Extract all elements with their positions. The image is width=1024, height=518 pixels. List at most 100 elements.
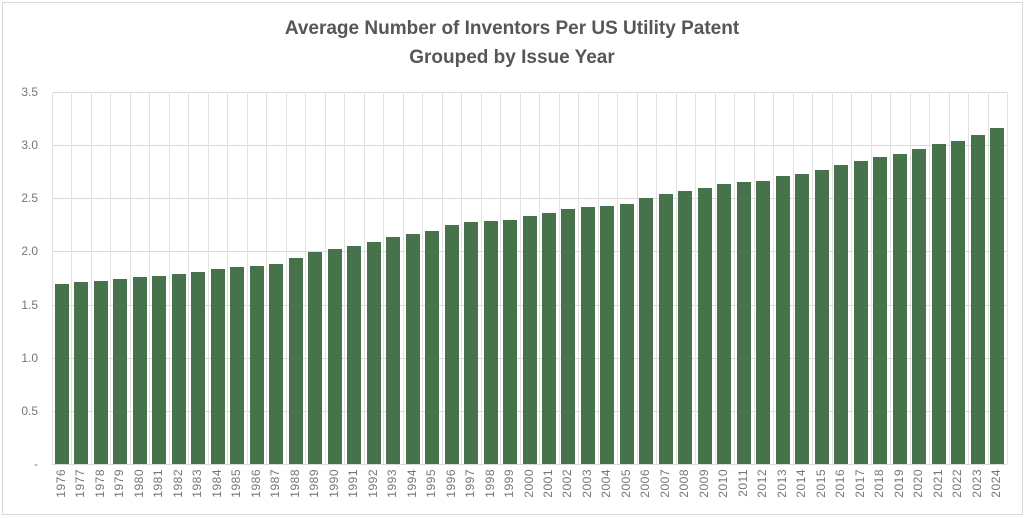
x-axis-year-label: 1976 <box>53 469 68 498</box>
x-axis-year-label: 2009 <box>696 469 711 498</box>
x-axis-year-label: 1989 <box>307 469 322 498</box>
x-axis-year-label: 2008 <box>677 469 692 498</box>
gridline-vertical <box>325 92 326 464</box>
gridline-vertical <box>403 92 404 464</box>
x-axis-year-label: 1983 <box>190 469 205 498</box>
bar-1987 <box>269 264 284 464</box>
bar-1984 <box>210 269 225 464</box>
chart-title: Average Number of Inventors Per US Utili… <box>0 14 1024 72</box>
gridline-vertical <box>617 92 618 464</box>
gridline-vertical <box>344 92 345 464</box>
bar-2016 <box>834 165 849 464</box>
gridline-horizontal <box>52 198 1007 200</box>
bar-1985 <box>230 267 245 464</box>
bar-2006 <box>639 198 654 464</box>
x-axis-year-label: 1994 <box>404 469 419 498</box>
x-axis-year-label: 2024 <box>989 469 1004 498</box>
x-axis-year-label: 2014 <box>794 469 809 498</box>
bar-2009 <box>697 187 712 464</box>
gridline-vertical <box>110 92 111 464</box>
gridline-vertical <box>227 92 228 464</box>
bar-2008 <box>678 190 693 464</box>
gridline-vertical <box>266 92 267 464</box>
bar-1988 <box>288 257 303 464</box>
gridline-horizontal <box>52 145 1007 147</box>
bar-2007 <box>658 194 673 464</box>
bar-2018 <box>873 156 888 464</box>
gridline-vertical <box>676 92 677 464</box>
gridline-vertical <box>500 92 501 464</box>
bar-2020 <box>912 149 927 464</box>
x-axis-year-label: 2002 <box>560 469 575 498</box>
gridline-vertical <box>91 92 92 464</box>
gridline-vertical <box>539 92 540 464</box>
x-axis-year-label: 2015 <box>813 469 828 498</box>
gridline-vertical <box>383 92 384 464</box>
bar-1986 <box>249 266 264 464</box>
x-axis-year-label: 2018 <box>872 469 887 498</box>
x-axis-year-label: 1977 <box>73 469 88 498</box>
gridline-vertical <box>559 92 560 464</box>
bar-1982 <box>171 273 186 464</box>
gridline-vertical <box>481 92 482 464</box>
gridline-vertical <box>461 92 462 464</box>
x-axis-year-label: 2021 <box>930 469 945 498</box>
chart-title-line2: Grouped by Issue Year <box>409 47 615 68</box>
x-axis-year-label: 1985 <box>229 469 244 498</box>
gridline-vertical <box>188 92 189 464</box>
gridline-vertical <box>52 92 53 464</box>
gridline-vertical <box>364 92 365 464</box>
bar-2005 <box>619 203 634 464</box>
bar-1993 <box>386 236 401 464</box>
x-axis-year-label: 1990 <box>326 469 341 498</box>
gridline-vertical <box>754 92 755 464</box>
bar-1983 <box>191 271 206 464</box>
y-axis-tick-label: 3.5 <box>21 85 38 99</box>
bar-1976 <box>54 284 69 464</box>
bar-2013 <box>775 175 790 464</box>
x-axis-year-label: 2001 <box>540 469 555 498</box>
x-axis-year-label: 2020 <box>911 469 926 498</box>
x-axis-year-label: 2013 <box>774 469 789 498</box>
gridline-vertical <box>130 92 131 464</box>
gridline-vertical <box>305 92 306 464</box>
bar-1990 <box>327 249 342 464</box>
x-axis-year-label: 1996 <box>443 469 458 498</box>
gridline-vertical <box>715 92 716 464</box>
gridline-vertical <box>929 92 930 464</box>
x-axis-year-label: 2000 <box>521 469 536 498</box>
x-axis-year-label: 2005 <box>618 469 633 498</box>
x-axis-year-label: 2003 <box>579 469 594 498</box>
x-axis-year-label: 2016 <box>833 469 848 498</box>
bar-2000 <box>522 216 537 464</box>
x-axis-year-label: 2023 <box>969 469 984 498</box>
bar-1980 <box>132 276 147 464</box>
bar-1995 <box>425 231 440 464</box>
bar-1998 <box>483 220 498 464</box>
gridline-vertical <box>422 92 423 464</box>
bar-2012 <box>756 181 771 464</box>
bar-2021 <box>931 144 946 464</box>
gridline-vertical <box>968 92 969 464</box>
gridline-vertical <box>734 92 735 464</box>
x-axis-year-label: 2017 <box>852 469 867 498</box>
x-axis-year-label: 2006 <box>638 469 653 498</box>
x-axis-year-label: 1980 <box>131 469 146 498</box>
bar-1989 <box>308 252 323 464</box>
x-axis-year-label: 1987 <box>268 469 283 498</box>
bar-1979 <box>113 279 128 464</box>
y-axis-tick-label: 2.0 <box>21 244 38 259</box>
bar-2022 <box>951 140 966 464</box>
bar-2003 <box>580 206 595 464</box>
gridline-vertical <box>247 92 248 464</box>
chart-title-line1: Average Number of Inventors Per US Utili… <box>284 18 740 39</box>
gridline-vertical <box>871 92 872 464</box>
x-axis-year-label: 1988 <box>287 469 302 498</box>
bar-1994 <box>405 234 420 464</box>
bar-2019 <box>892 153 907 464</box>
bar-2004 <box>600 205 615 464</box>
bar-1978 <box>93 281 108 464</box>
x-axis-year-label: 1986 <box>248 469 263 498</box>
x-axis-year-label: 1998 <box>482 469 497 498</box>
gridline-vertical <box>1007 92 1008 464</box>
